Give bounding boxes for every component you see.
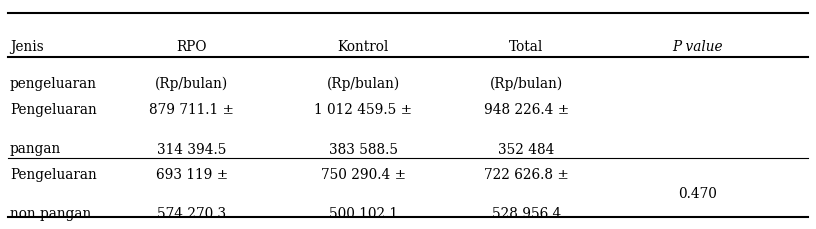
Text: (Rp/bulan): (Rp/bulan) <box>326 76 400 91</box>
Text: (Rp/bulan): (Rp/bulan) <box>490 76 563 91</box>
Text: 0.470: 0.470 <box>678 187 717 200</box>
Text: non pangan: non pangan <box>10 206 91 220</box>
Text: 352 484: 352 484 <box>498 142 555 156</box>
Text: Kontrol: Kontrol <box>338 40 388 54</box>
Text: 574 270.3: 574 270.3 <box>157 206 226 220</box>
Text: 528 956.4: 528 956.4 <box>492 206 561 220</box>
Text: 879 711.1 ±: 879 711.1 ± <box>149 103 234 117</box>
Text: 314 394.5: 314 394.5 <box>157 142 227 156</box>
Text: 750 290.4 ±: 750 290.4 ± <box>321 167 406 181</box>
Text: 693 119 ±: 693 119 ± <box>156 167 228 181</box>
Text: Pengeluaran: Pengeluaran <box>10 103 96 117</box>
Text: pengeluaran: pengeluaran <box>10 77 97 90</box>
Text: 722 626.8 ±: 722 626.8 ± <box>484 167 569 181</box>
Text: Jenis: Jenis <box>10 40 43 54</box>
Text: 500 102.1: 500 102.1 <box>329 206 397 220</box>
Text: Pengeluaran: Pengeluaran <box>10 167 96 181</box>
Text: 383 588.5: 383 588.5 <box>329 142 397 156</box>
Text: pangan: pangan <box>10 142 61 156</box>
Text: Total: Total <box>509 40 543 54</box>
Text: (Rp/bulan): (Rp/bulan) <box>155 76 228 91</box>
Text: 948 226.4 ±: 948 226.4 ± <box>484 103 569 117</box>
Text: P value: P value <box>672 40 723 54</box>
Text: 1 012 459.5 ±: 1 012 459.5 ± <box>314 103 412 117</box>
Text: RPO: RPO <box>176 40 207 54</box>
